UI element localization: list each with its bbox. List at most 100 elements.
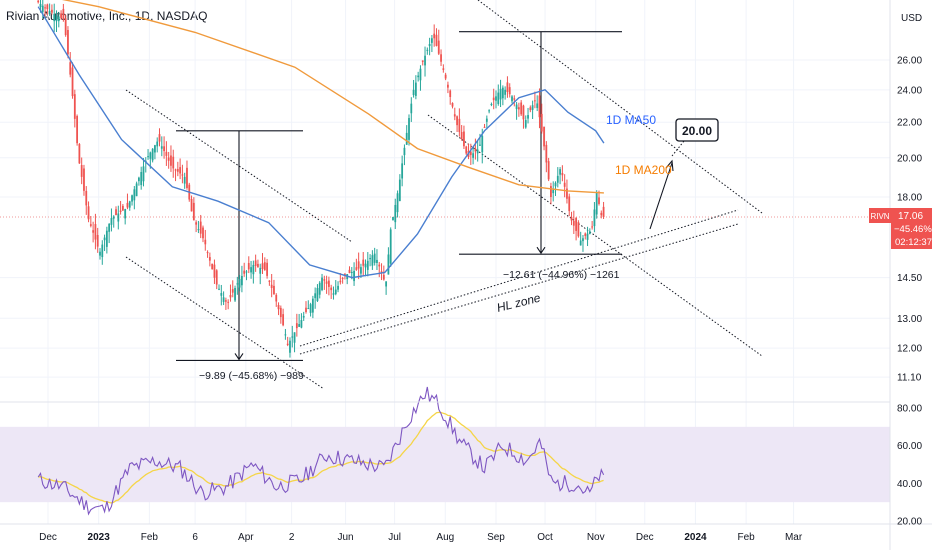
candle-body: [69, 62, 72, 75]
candle-body: [266, 262, 268, 276]
candle-body: [323, 279, 326, 281]
candle-body: [218, 288, 220, 290]
candle-body: [600, 212, 603, 216]
candle-body: [138, 177, 140, 182]
candle-body: [170, 155, 172, 166]
candle-body: [243, 270, 246, 274]
candle-body: [550, 186, 552, 198]
candle-body: [488, 110, 491, 112]
candle-body: [485, 118, 488, 122]
candle-body: [128, 201, 131, 208]
candle-body: [71, 67, 74, 97]
candle-body: [311, 298, 314, 313]
candle-body: [321, 277, 323, 291]
candle-body: [591, 226, 594, 228]
price-tick: 14.50: [897, 273, 922, 284]
candle-body: [195, 222, 198, 225]
candle-body: [174, 169, 177, 171]
candle-body: [442, 68, 445, 70]
candle-body: [579, 240, 582, 246]
candle-body: [165, 151, 168, 156]
candle-body: [412, 89, 415, 96]
candle-body: [119, 210, 122, 213]
candle-body: [392, 217, 394, 221]
candle-body: [529, 107, 532, 111]
candle-body: [556, 175, 559, 183]
candle-body: [536, 103, 539, 108]
candle-body: [520, 102, 523, 115]
candle-body: [572, 221, 575, 226]
time-label: Oct: [537, 532, 553, 543]
candle-body: [598, 197, 600, 204]
candle-body: [273, 285, 275, 295]
candle-body: [254, 260, 257, 266]
candle-body: [64, 18, 67, 36]
candle-body: [238, 278, 241, 288]
candle-body: [408, 118, 410, 140]
moving-averages: [37, 0, 605, 279]
candle-body: [60, 13, 62, 18]
candle-body: [167, 157, 170, 161]
candle-body: [241, 275, 243, 286]
candle-body: [316, 288, 319, 302]
price-tick: 26.00: [897, 56, 922, 67]
candle-body: [46, 4, 49, 10]
candle-body: [318, 282, 321, 295]
candle-body: [48, 10, 51, 15]
candle-body: [117, 213, 120, 222]
rsi-line: [37, 386, 605, 516]
candle-body: [229, 295, 232, 298]
candle-body: [366, 260, 369, 270]
candle-body: [540, 113, 543, 132]
candle-body: [495, 96, 497, 101]
candle-body: [158, 134, 161, 142]
ma50-label: 1D MA50: [606, 113, 656, 127]
price-tick: 18.00: [897, 193, 922, 204]
projection-arrow: [649, 162, 673, 230]
candle-body: [222, 297, 225, 302]
projection-arrow-head: [665, 159, 674, 172]
candle-body: [87, 206, 90, 220]
candle-body: [456, 116, 458, 126]
candle-body: [149, 152, 152, 159]
candle-body: [339, 280, 342, 283]
candle-body: [197, 229, 200, 231]
candle-body: [76, 116, 79, 144]
candle-body: [186, 167, 188, 189]
candle-body: [547, 161, 550, 180]
candle-body: [424, 55, 426, 66]
time-label: Aug: [436, 532, 454, 543]
candle-body: [89, 224, 92, 226]
drop2-label: −12.61 (−44.96%) −1261: [503, 269, 620, 281]
candle-body: [344, 273, 346, 276]
candle-body: [284, 334, 287, 336]
candle-body: [300, 319, 303, 328]
candle-body: [357, 261, 360, 269]
candle-body: [192, 202, 195, 221]
candle-body: [387, 254, 390, 275]
rsi-tick: 20.00: [897, 517, 922, 528]
candle-body: [220, 293, 223, 296]
candle-body: [337, 285, 339, 290]
candle-body: [460, 132, 463, 140]
time-label: 2: [289, 532, 295, 543]
candle-body: [302, 315, 305, 318]
candle-body: [115, 209, 117, 216]
candle-body: [286, 343, 289, 346]
candle-body: [215, 270, 218, 285]
time-label: 6: [192, 532, 198, 543]
candle-body: [341, 278, 344, 280]
candle-body: [360, 267, 362, 274]
candle-body: [511, 96, 513, 102]
candle-body: [307, 308, 310, 310]
candle-body: [474, 148, 477, 152]
candle-body: [602, 206, 605, 217]
candle-body: [428, 44, 431, 47]
candle-body: [62, 8, 65, 20]
candle-body: [41, 5, 44, 12]
candle-body: [257, 263, 259, 267]
candle-body: [410, 103, 413, 114]
candle-body: [327, 280, 330, 287]
candle-body: [293, 332, 296, 343]
